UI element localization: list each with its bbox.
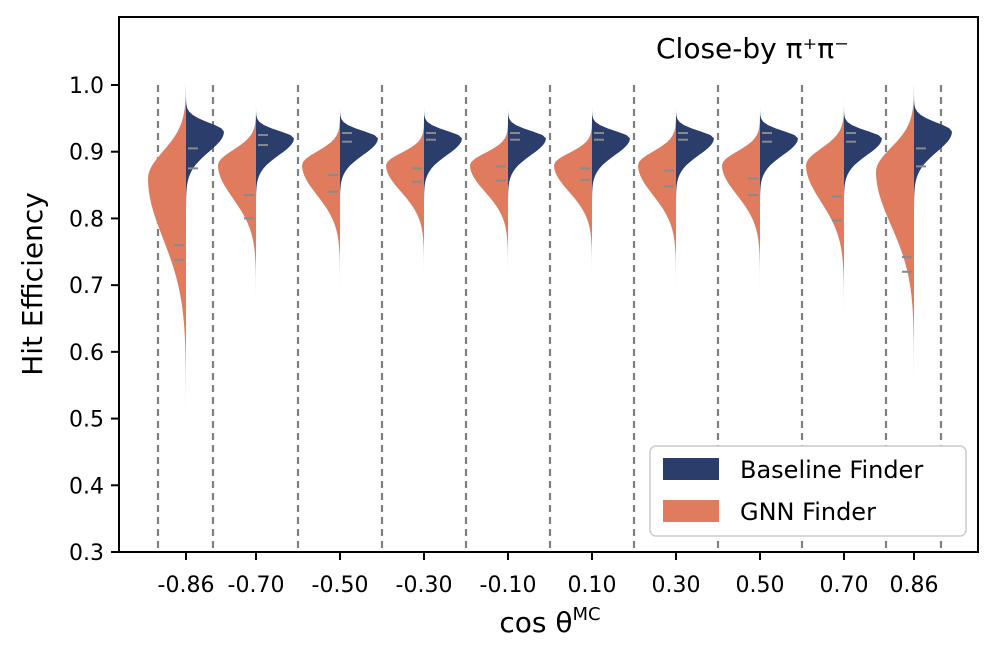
violin-baseline-0.10 [592, 85, 630, 552]
violin-gnn--0.10 [470, 85, 508, 552]
chart-annotation: Close-by π⁺π⁻ [656, 32, 849, 65]
y-tick-label: 1.0 [69, 74, 104, 99]
y-tick-label: 0.8 [69, 207, 104, 232]
x-tick-label: -0.10 [480, 573, 537, 598]
legend-swatch-baseline [663, 458, 719, 480]
legend-frame [649, 445, 967, 537]
legend-label-baseline: Baseline Finder [740, 456, 923, 484]
x-tick-label: -0.30 [396, 573, 453, 598]
legend-swatch-gnn [663, 500, 719, 522]
violin-gnn--0.70 [218, 85, 256, 552]
violin-gnn-0.86 [876, 85, 914, 552]
x-axis-label: cos θMC [499, 604, 600, 639]
x-tick-label: 0.70 [820, 573, 869, 598]
violin-baseline--0.50 [340, 85, 378, 552]
violin-baseline--0.70 [256, 85, 294, 552]
x-tick-label: -0.70 [228, 573, 285, 598]
violin-baseline-0.50 [760, 85, 798, 552]
y-tick-label: 0.9 [69, 141, 104, 166]
x-tick-label: 0.86 [890, 573, 939, 598]
legend-label-gnn: GNN Finder [740, 498, 876, 526]
x-tick-label: 0.50 [736, 573, 785, 598]
violin-gnn-0.50 [722, 85, 760, 552]
violin-baseline-0.70 [844, 85, 882, 552]
x-axis-label-main: cos θ [499, 606, 572, 639]
violin-baseline--0.10 [508, 85, 546, 552]
violin-baseline--0.86 [186, 85, 224, 552]
violin-gnn--0.86 [148, 85, 186, 552]
violin-gnn-0.30 [638, 85, 676, 552]
violin-baseline-0.30 [676, 85, 714, 552]
x-axis-label-sup: MC [573, 604, 601, 625]
y-tick-label: 0.5 [69, 408, 104, 433]
violin-baseline-0.86 [914, 85, 952, 552]
x-tick-label: 0.10 [568, 573, 617, 598]
violin-gnn-0.10 [554, 85, 592, 552]
y-tick-label: 0.4 [69, 474, 104, 499]
violin-gnn-0.70 [806, 85, 844, 552]
x-tick-label: -0.50 [312, 573, 369, 598]
y-tick-label: 0.6 [69, 341, 104, 366]
x-tick-label: 0.30 [652, 573, 701, 598]
x-tick-label: -0.86 [158, 573, 215, 598]
violin-gnn--0.30 [386, 85, 424, 552]
legend: Baseline Finder GNN Finder [649, 445, 967, 537]
y-axis-label: Hit Efficiency [16, 192, 49, 376]
violin-baseline--0.30 [424, 85, 462, 552]
y-tick-label: 0.3 [69, 541, 104, 566]
y-tick-label: 0.7 [69, 274, 104, 299]
violin-gnn--0.50 [302, 85, 340, 552]
